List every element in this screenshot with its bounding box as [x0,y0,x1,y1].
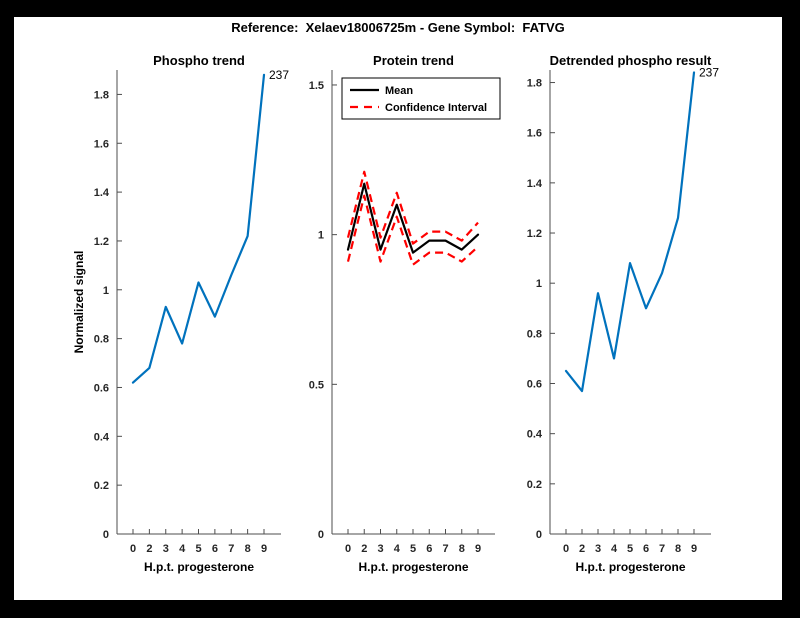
y-tick-label: 0.5 [309,379,324,391]
y-tick-label: 1 [103,285,109,297]
subplot-detrended-phospho-result: 0 2 3 4 5 6 7 8 900.20.40.60.811.21.41.61.8Detre… [527,53,720,574]
x-tick-label: 5 [195,543,201,555]
x-tick-label: 2 [146,543,152,555]
x-tick-label: 5 [627,543,633,555]
x-axis-label: H.p.t. progesterone [358,560,468,574]
legend-label: Mean [385,85,413,97]
series-detrended-signal [564,71,696,393]
x-tick-label: 8 [675,543,681,555]
x-tick-label: 9 [475,543,481,555]
legend-label: Confidence Interval [385,102,487,114]
x-tick-label: 8 [459,543,465,555]
series-ci-upper [346,170,479,245]
x-tick-label: 9 [691,543,697,555]
series-phospho-signal [131,73,266,384]
y-tick-label: 0 [318,529,324,541]
x-tick-label: 7 [228,543,234,555]
y-tick-label: 0.8 [94,334,109,346]
x-tick-label: 4 [179,543,186,555]
y-tick-label: 0 [536,529,542,541]
y-tick-label: 1.4 [94,187,110,199]
x-tick-label: 4 [394,543,401,555]
x-tick-label: 5 [410,543,416,555]
x-tick-label: 8 [245,543,251,555]
endpoint-annotation: 237 [269,68,289,82]
x-axis-label: H.p.t. progesterone [575,560,685,574]
y-tick-label: 1.2 [94,236,109,248]
subplot-title: Protein trend [373,53,454,68]
figure-canvas: Reference: Xelaev18006725m - Gene Symbol… [14,17,782,600]
x-tick-label: 9 [261,543,267,555]
y-tick-label: 1.5 [309,80,324,92]
y-tick-label: 1.6 [527,128,542,140]
y-tick-label: 1 [536,278,542,290]
subplot-title: Detrended phospho result [550,53,712,68]
legend: Mean Confidence Interval [341,77,501,120]
figure-title: Reference: Xelaev18006725m - Gene Symbol… [231,20,565,35]
x-tick-label: 6 [643,543,649,555]
x-tick-label: 0 [345,543,351,555]
charts-svg: 0 2 3 4 5 6 7 8 900.20.40.60.811.21.41.61.8Phosp… [72,53,720,574]
y-tick-label: 1.6 [94,138,109,150]
y-tick-label: 1 [318,230,324,242]
x-tick-label: 7 [659,543,665,555]
endpoint-annotation: 237 [699,66,719,80]
y-tick-label: 0 [103,529,109,541]
subplot-phospho-trend: 0 2 3 4 5 6 7 8 900.20.40.60.811.21.41.61.8Phosp… [72,53,289,574]
y-tick-label: 0.6 [94,382,109,394]
y-tick-label: 1.2 [527,228,542,240]
subplot-title: Phospho trend [153,53,245,68]
legend-box [341,77,501,120]
y-tick-label: 0.8 [527,328,542,340]
y-tick-label: 0.2 [527,479,542,491]
y-tick-label: 0.6 [527,379,542,391]
series-ci-lower [346,194,479,266]
x-axis-label: H.p.t. progesterone [144,560,254,574]
y-tick-label: 0.2 [94,480,109,492]
x-tick-label: 4 [611,543,618,555]
y-tick-label: 1.4 [527,178,543,190]
series-mean [346,182,480,254]
x-tick-label: 2 [361,543,367,555]
x-tick-label: 6 [212,543,218,555]
x-tick-label: 3 [163,543,169,555]
y-tick-label: 0.4 [527,429,543,441]
x-tick-label: 6 [426,543,432,555]
y-tick-label: 1.8 [94,89,109,101]
x-tick-label: 7 [442,543,448,555]
y-axis-label: Normalized signal [72,251,86,354]
y-tick-label: 0.4 [94,431,110,443]
x-tick-label: 3 [377,543,383,555]
y-tick-label: 1.8 [527,78,542,90]
x-tick-label: 0 [130,543,136,555]
x-tick-label: 0 [563,543,569,555]
x-tick-label: 2 [579,543,585,555]
x-tick-label: 3 [595,543,601,555]
